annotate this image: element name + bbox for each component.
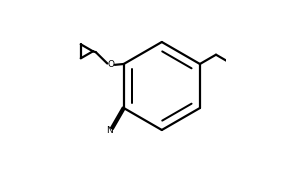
Text: N: N (106, 126, 113, 135)
Text: O: O (108, 60, 115, 69)
